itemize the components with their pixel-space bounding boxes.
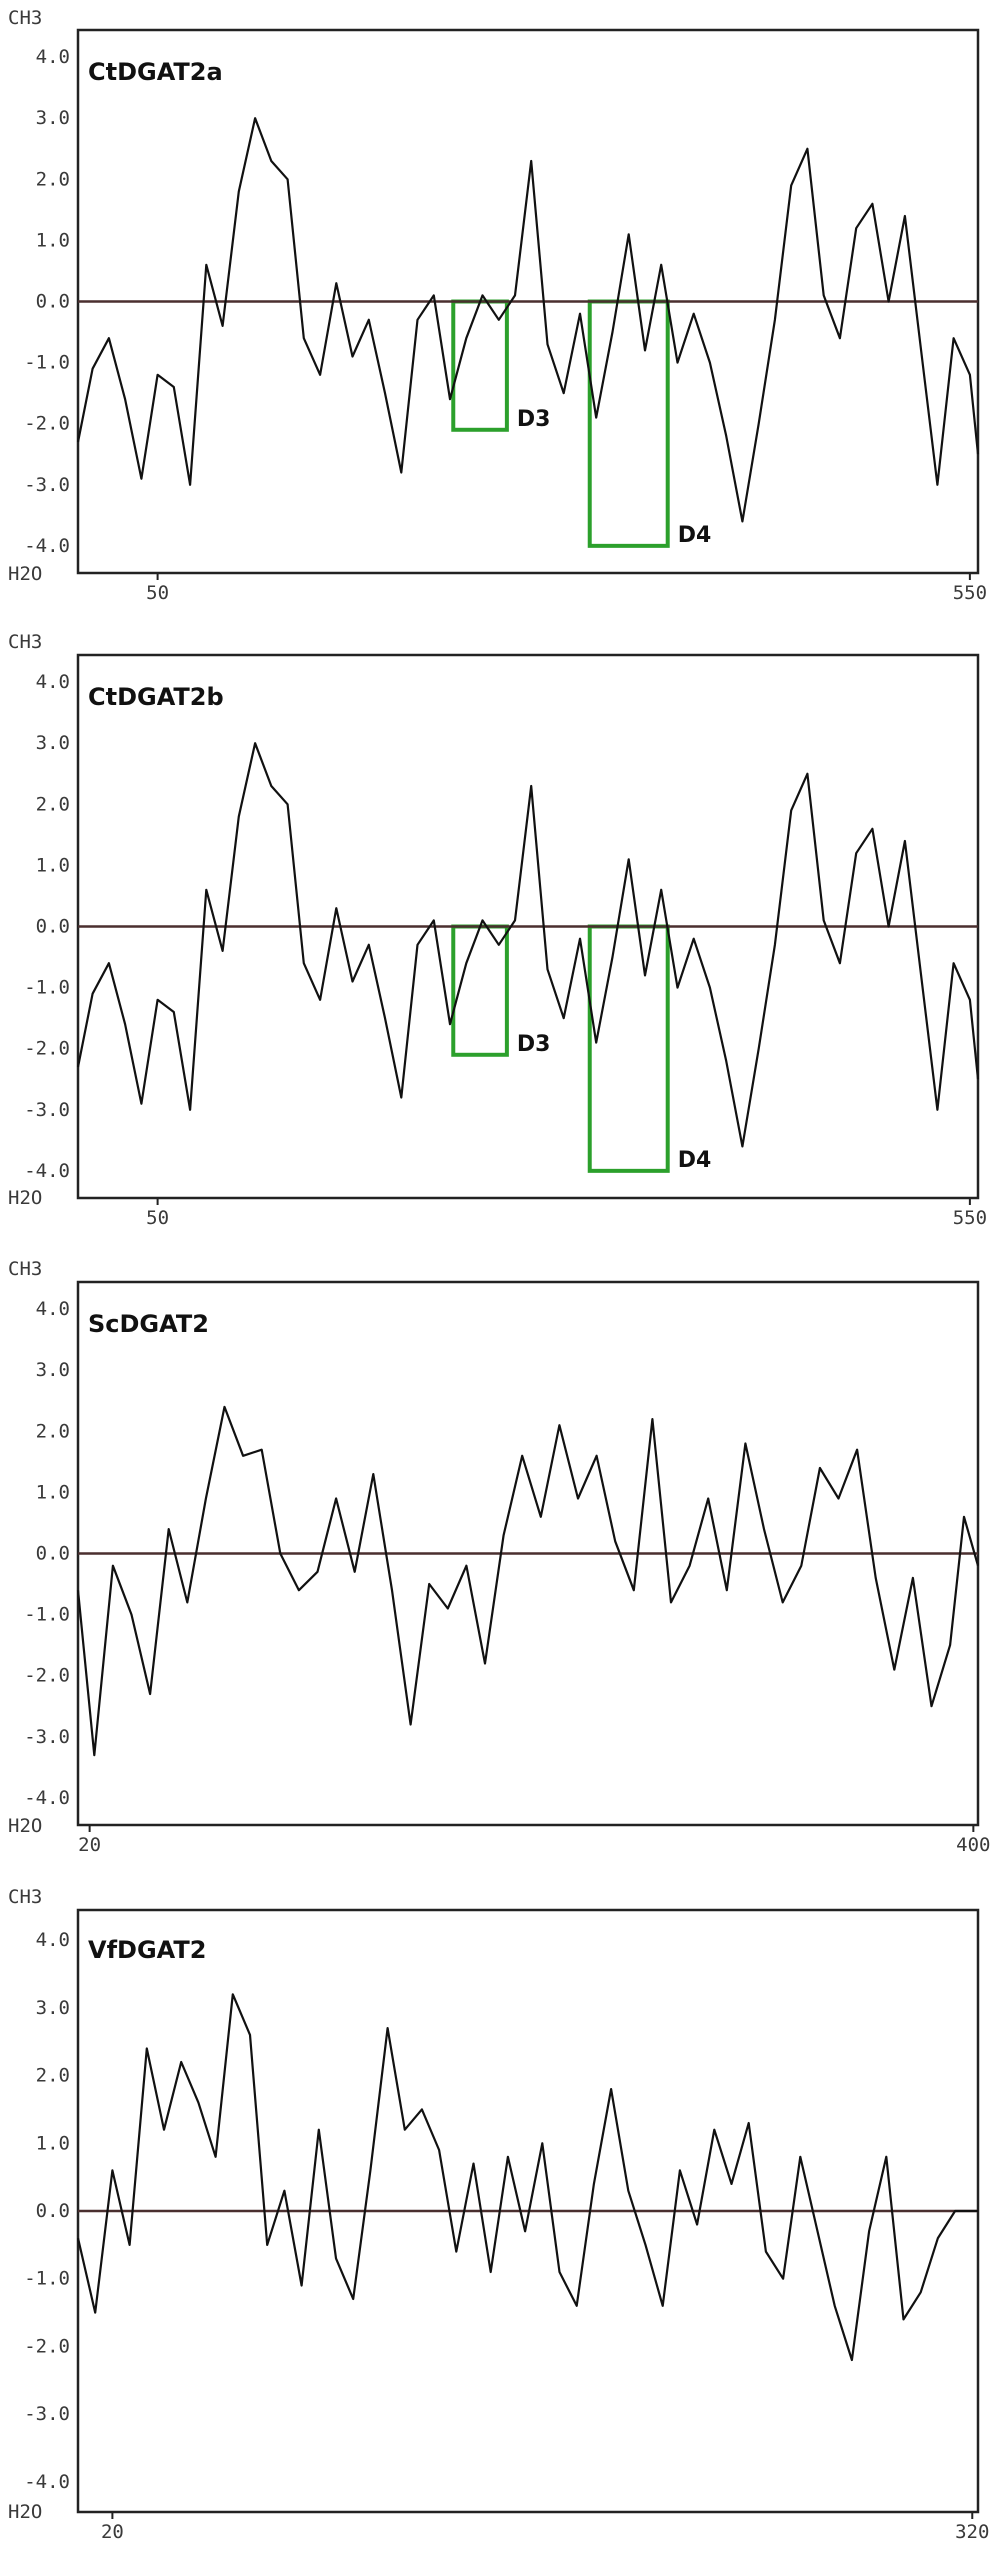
y-tick-label: 4.0 (36, 1298, 70, 1320)
x-tick-label: 400 (956, 1834, 990, 1856)
panel-scdgat2: CH3 H2O ScDGAT2 4.0 3.0 2.0 1.0 0.0 -1.0 -2.0 -… (8, 1258, 991, 1856)
y-tick-label: -1.0 (24, 1604, 70, 1626)
x-tick-label: 320 (955, 2521, 989, 2543)
hydropathy-line (76, 1993, 978, 2362)
annotation-label: D4 (678, 1148, 712, 1173)
y-tick-label: 0.0 (36, 291, 70, 313)
panel-vfdgat2: CH3 H2O VfDGAT2 4.0 3.0 2.0 1.0 0.0 -1.0 -2.0 -… (8, 1886, 989, 2543)
y-tick-label: 2.0 (36, 2065, 70, 2087)
y-tick-label: -3.0 (24, 1726, 70, 1748)
y-tick-label: 4.0 (36, 1929, 70, 1951)
x-tick-label: 550 (953, 582, 987, 604)
y-tick-label: 1.0 (36, 2132, 70, 2154)
panel-title: CtDGAT2b (88, 683, 224, 711)
annotation-label: D3 (517, 1032, 551, 1057)
y-tick-label: -3.0 (24, 474, 70, 496)
y-tick-label: -4.0 (24, 1160, 70, 1182)
bottom-axis-label: H2O (8, 563, 42, 585)
x-tick-label: 20 (101, 2521, 124, 2543)
y-tick-label: 0.0 (36, 916, 70, 938)
y-tick-label: -4.0 (24, 2471, 70, 2493)
y-tick-label: 3.0 (36, 732, 70, 754)
y-tick-label: -3.0 (24, 1099, 70, 1121)
y-tick-label: 3.0 (36, 1997, 70, 2019)
y-tick-label: 3.0 (36, 1359, 70, 1381)
y-tick-label: 1.0 (36, 1481, 70, 1503)
y-tick-label: -4.0 (24, 1787, 70, 1809)
top-axis-label: CH3 (8, 1258, 42, 1280)
panel-title: ScDGAT2 (88, 1310, 209, 1338)
top-axis-label: CH3 (8, 631, 42, 653)
x-tick-label: 50 (146, 1207, 169, 1229)
y-tick-label: -1.0 (24, 352, 70, 374)
bottom-axis-label: H2O (8, 2501, 42, 2523)
annotation-label: D3 (517, 407, 551, 432)
bottom-axis-label: H2O (8, 1815, 42, 1837)
hydropathy-line (76, 742, 980, 1148)
hydropathy-line (76, 1405, 980, 1757)
y-tick-label: -1.0 (24, 2268, 70, 2290)
y-tick-label: 2.0 (36, 1420, 70, 1442)
top-axis-label: CH3 (8, 1886, 42, 1908)
y-tick-label: -1.0 (24, 977, 70, 999)
y-tick-label: 4.0 (36, 671, 70, 693)
x-tick-label: 550 (953, 1207, 987, 1229)
y-tick-label: 3.0 (36, 107, 70, 129)
y-tick-label: 1.0 (36, 854, 70, 876)
x-tick-label: 50 (146, 582, 169, 604)
y-tick-label: -2.0 (24, 413, 70, 435)
x-tick-label: 20 (78, 1834, 101, 1856)
panel-ctdgat2a: CH3 H2O CtDGAT2a 4.0 3.0 2.0 1.0 0.0 -1.0 -2.0… (8, 7, 987, 604)
y-tick-label: -2.0 (24, 1038, 70, 1060)
y-tick-label: 4.0 (36, 46, 70, 68)
annotation-label: D4 (678, 523, 712, 548)
y-tick-label: 0.0 (36, 1543, 70, 1565)
panel-title: CtDGAT2a (88, 58, 223, 86)
hydropathy-line (76, 117, 980, 523)
panel-title: VfDGAT2 (88, 1936, 206, 1964)
y-tick-label: 2.0 (36, 168, 70, 190)
y-tick-label: -3.0 (24, 2403, 70, 2425)
bottom-axis-label: H2O (8, 1187, 42, 1209)
y-tick-label: 1.0 (36, 229, 70, 251)
y-tick-label: 0.0 (36, 2200, 70, 2222)
y-tick-label: 2.0 (36, 793, 70, 815)
y-tick-label: -2.0 (24, 2335, 70, 2357)
top-axis-label: CH3 (8, 7, 42, 29)
y-tick-label: -2.0 (24, 1665, 70, 1687)
panel-ctdgat2b: CH3 H2O CtDGAT2b 4.0 3.0 2.0 1.0 0.0 -1.0 -2.0… (8, 631, 987, 1229)
y-tick-label: -4.0 (24, 535, 70, 557)
